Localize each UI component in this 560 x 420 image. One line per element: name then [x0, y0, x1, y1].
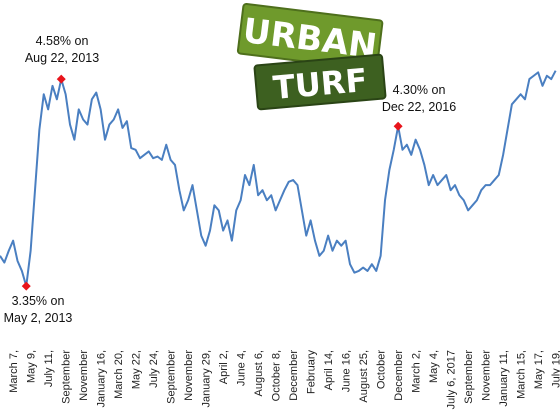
marker	[56, 74, 66, 84]
x-tick-label: May 9,	[26, 350, 38, 383]
x-tick-label: June 16,	[341, 350, 353, 392]
x-tick-label: December	[393, 350, 405, 401]
x-tick-label: April 14,	[323, 350, 335, 390]
x-tick-label: November	[183, 350, 195, 401]
x-tick-label: December	[288, 350, 300, 401]
x-tick-label: February	[306, 350, 318, 395]
line	[0, 70, 557, 288]
x-tick-label: May 22,	[131, 350, 143, 389]
x-tick-label: January 29,	[201, 350, 213, 407]
x-tick-label: September	[166, 350, 178, 404]
annotation: 4.58% on	[36, 34, 89, 48]
annotation: Dec 22, 2016	[382, 100, 456, 114]
annotation: 4.30% on	[393, 83, 446, 97]
annotation: 3.35% on	[12, 294, 65, 308]
x-tick-label: January 11,	[498, 350, 510, 407]
x-tick-label: July 6, 2017	[446, 350, 458, 409]
x-tick-label: August 25,	[358, 350, 370, 403]
x-tick-label: August 6,	[253, 350, 265, 396]
x-tick-label: July 19,	[551, 350, 560, 388]
x-tick-label: March 20,	[113, 350, 125, 399]
annotation: May 2, 2013	[4, 311, 73, 325]
marker	[21, 281, 31, 291]
x-tick-label: May 17,	[533, 350, 545, 389]
x-tick-label: September	[463, 350, 475, 404]
x-tick-label: March 7,	[8, 350, 20, 393]
x-tick-label: January 16,	[96, 350, 108, 407]
x-tick-label: May 4,	[428, 350, 440, 383]
x-tick-label: April 2,	[218, 350, 230, 384]
x-tick-label: October	[376, 350, 388, 389]
logo: URBAN TURF	[236, 3, 387, 111]
x-tick-label: October 8,	[271, 350, 283, 401]
x-tick-label: July 11,	[43, 350, 55, 387]
marker	[393, 121, 403, 131]
annotation: Aug 22, 2013	[25, 51, 99, 65]
logo-sign	[253, 53, 387, 111]
x-tick-label: March 15,	[516, 350, 528, 399]
x-tick-label: March 2,	[411, 350, 423, 393]
logo-text: TURF	[272, 61, 369, 107]
x-tick-label: July 24,	[148, 350, 160, 388]
x-tick-label: November	[78, 350, 90, 401]
x-tick-label: September	[61, 350, 73, 404]
x-tick-label: November	[481, 350, 493, 401]
x-tick-label: June 4,	[236, 350, 248, 386]
